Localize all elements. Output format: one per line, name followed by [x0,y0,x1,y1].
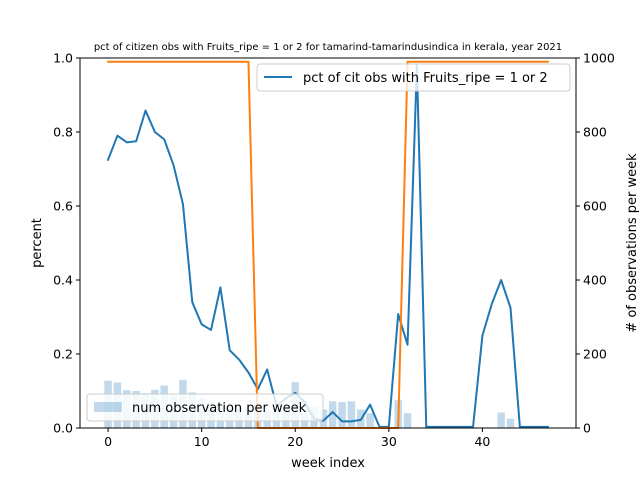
series-line-pct [106,64,549,428]
y2-tick-label: 0 [583,421,591,436]
bar [506,418,515,428]
x-tick-label: 40 [474,434,490,449]
bar [347,401,356,428]
x-tick-label: 30 [381,434,397,449]
bar [497,412,505,428]
x-axis: 0 10 20 30 40 [104,428,490,449]
plot-frame [79,57,577,429]
y-tick-label: 0.6 [53,199,73,214]
y-tick-label: 1.0 [53,51,73,66]
chart-title: pct of citizen obs with Fruits_ripe = 1 … [94,42,562,53]
y-tick-label: 0.4 [53,273,73,288]
y-tick-label: 0.2 [53,347,73,362]
y2-tick-label: 600 [583,199,607,214]
y2-axis-label: # of observations per week [625,153,640,333]
y-tick-label: 0.8 [53,125,73,140]
x-axis-label: week index [291,456,365,471]
bar [366,413,374,428]
bar [328,401,337,428]
x-tick-label: 0 [104,434,112,449]
x-tick-label: 20 [287,434,303,449]
bar [403,413,412,428]
y-axis-right: 0 200 400 600 800 1000 [576,51,615,436]
legend-bar-swatch [94,402,122,412]
y2-tick-label: 800 [583,125,607,140]
legend-bar: num observation per week [86,393,324,422]
bar [338,402,346,428]
legend-line-box [256,63,571,92]
legend-bar-label: num observation per week [132,401,307,416]
legend-bar-box [86,393,324,422]
y2-tick-label: 1000 [583,51,615,66]
y-axis-label: percent [30,218,45,268]
y2-tick-label: 400 [583,273,607,288]
legend-line-label: pct of cit obs with Fruits_ripe = 1 or 2 [303,71,548,86]
legend-line: pct of cit obs with Fruits_ripe = 1 or 2 [256,63,571,92]
x-tick-label: 10 [194,434,210,449]
y2-tick-label: 200 [583,347,607,362]
y-axis-left: 0.0 0.2 0.4 0.6 0.8 1.0 [53,51,80,436]
y-tick-label: 0.0 [53,421,73,436]
